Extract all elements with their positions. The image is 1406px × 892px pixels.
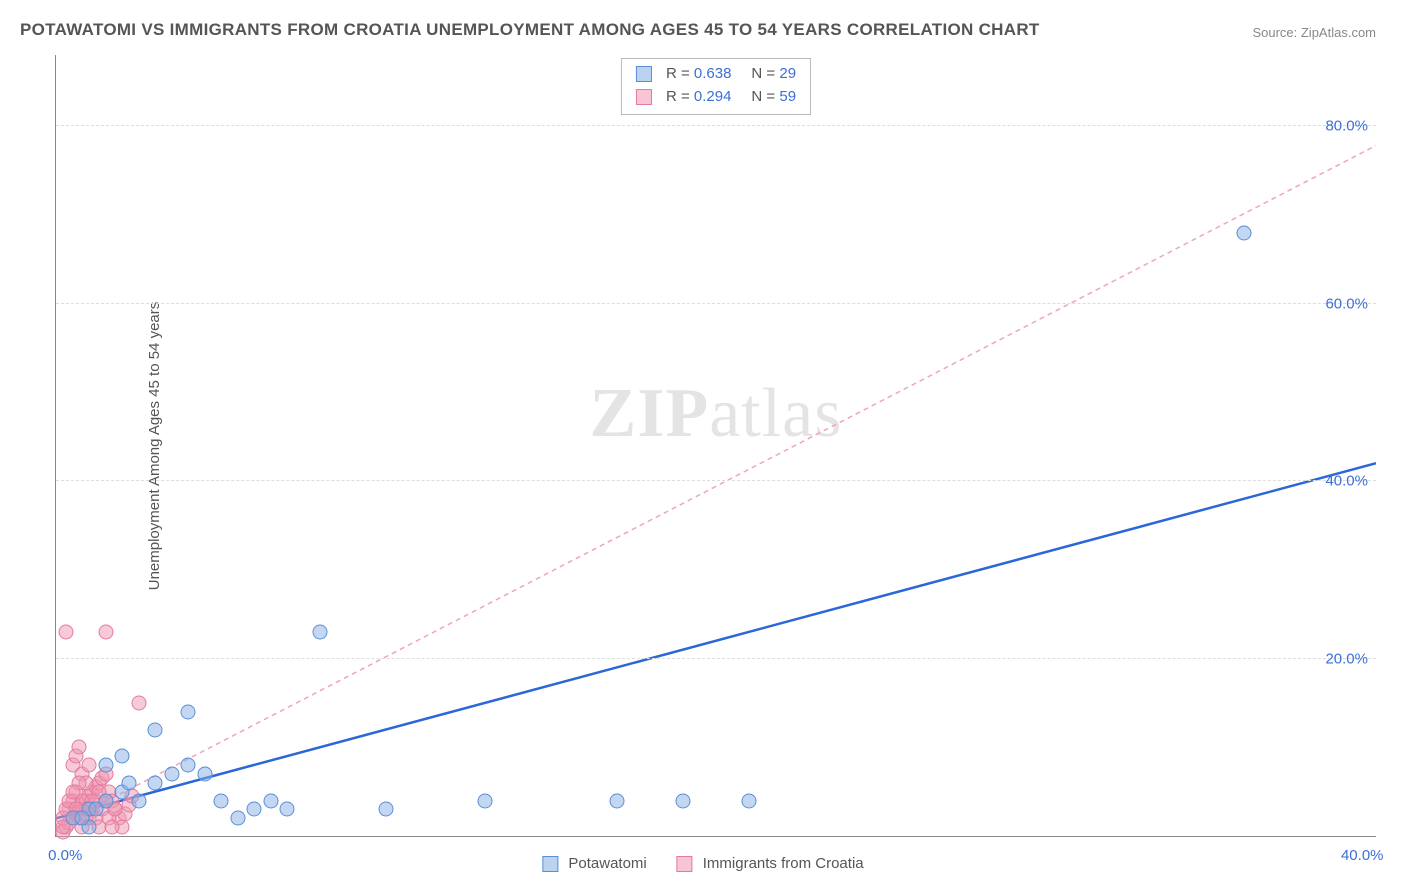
scatter-point xyxy=(105,820,120,835)
y-tick-label: 60.0% xyxy=(1325,295,1368,312)
chart-plot-area: ZIPatlas R = 0.638N = 29R = 0.294N = 59 … xyxy=(55,55,1376,837)
scatter-point xyxy=(65,784,80,799)
scatter-point xyxy=(75,811,90,826)
scatter-point xyxy=(478,793,493,808)
scatter-point xyxy=(197,766,212,781)
gridline xyxy=(56,125,1376,126)
scatter-point xyxy=(379,802,394,817)
legend-item: Potawatomi xyxy=(542,855,646,872)
gridline xyxy=(56,480,1376,481)
legend-label: Immigrants from Croatia xyxy=(703,855,864,872)
x-tick-label: 0.0% xyxy=(48,847,82,864)
regression-line xyxy=(56,463,1376,818)
scatter-point xyxy=(121,775,136,790)
scatter-point xyxy=(131,695,146,710)
y-tick-label: 80.0% xyxy=(1325,118,1368,135)
scatter-point xyxy=(82,758,97,773)
scatter-point xyxy=(230,811,245,826)
scatter-point xyxy=(164,766,179,781)
regression-stats-box: R = 0.638N = 29R = 0.294N = 59 xyxy=(621,58,811,115)
scatter-point xyxy=(88,802,103,817)
series-swatch xyxy=(636,66,652,82)
watermark: ZIPatlas xyxy=(590,374,843,454)
legend-swatch xyxy=(542,856,558,872)
regression-stat-row: R = 0.294N = 59 xyxy=(636,86,796,109)
scatter-point xyxy=(98,758,113,773)
y-tick-label: 20.0% xyxy=(1325,650,1368,667)
scatter-point xyxy=(72,740,87,755)
scatter-point xyxy=(131,793,146,808)
regression-lines xyxy=(56,55,1376,836)
y-tick-label: 40.0% xyxy=(1325,473,1368,490)
regression-line xyxy=(56,146,1376,828)
scatter-point xyxy=(115,749,130,764)
legend-item: Immigrants from Croatia xyxy=(677,855,864,872)
scatter-point xyxy=(58,624,73,639)
scatter-point xyxy=(676,793,691,808)
scatter-point xyxy=(98,624,113,639)
chart-title: POTAWATOMI VS IMMIGRANTS FROM CROATIA UN… xyxy=(20,20,1040,40)
scatter-point xyxy=(181,758,196,773)
legend-label: Potawatomi xyxy=(568,855,646,872)
scatter-point xyxy=(610,793,625,808)
gridline xyxy=(56,658,1376,659)
scatter-point xyxy=(148,775,163,790)
scatter-point xyxy=(313,624,328,639)
scatter-point xyxy=(263,793,278,808)
scatter-point xyxy=(742,793,757,808)
scatter-point xyxy=(280,802,295,817)
regression-stat-row: R = 0.638N = 29 xyxy=(636,63,796,86)
scatter-point xyxy=(148,722,163,737)
gridline xyxy=(56,303,1376,304)
scatter-point xyxy=(214,793,229,808)
bottom-legend: Potawatomi Immigrants from Croatia xyxy=(542,855,863,872)
chart-source: Source: ZipAtlas.com xyxy=(1252,25,1376,40)
scatter-point xyxy=(247,802,262,817)
legend-swatch xyxy=(677,856,693,872)
x-tick-label: 40.0% xyxy=(1341,847,1384,864)
series-swatch xyxy=(636,89,652,105)
scatter-point xyxy=(1237,225,1252,240)
scatter-point xyxy=(181,704,196,719)
